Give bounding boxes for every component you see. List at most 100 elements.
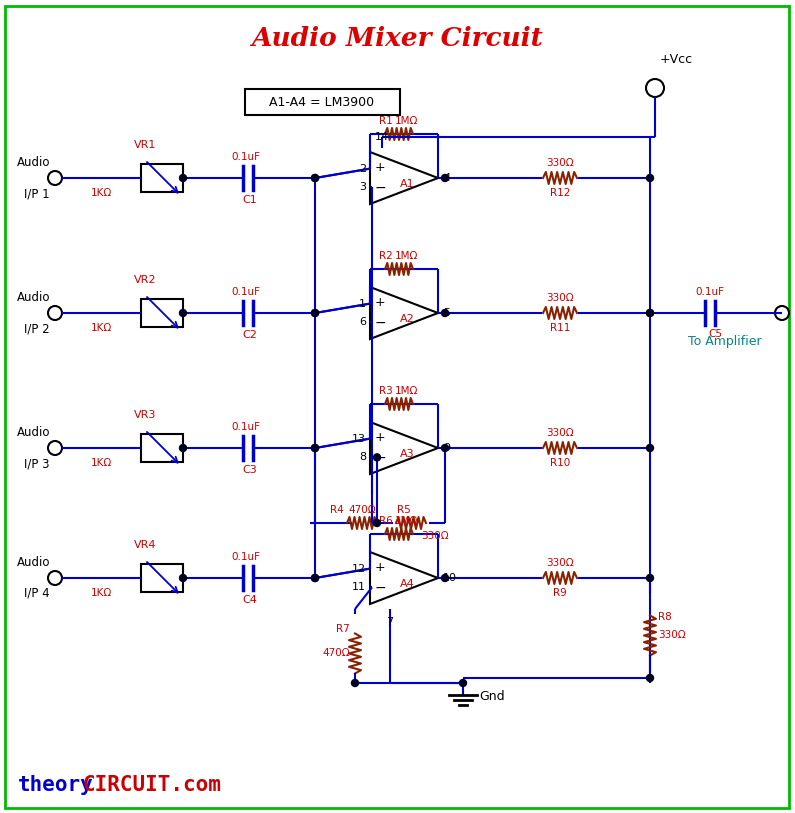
Text: VR4: VR4 [134, 540, 157, 550]
Bar [141, 164, 183, 192]
Circle shape [441, 575, 448, 581]
Circle shape [312, 575, 319, 581]
Text: 11: 11 [352, 582, 366, 593]
Circle shape [441, 310, 448, 316]
Circle shape [312, 445, 319, 451]
Text: VR2: VR2 [134, 275, 157, 285]
Circle shape [646, 575, 653, 581]
Text: 330Ω: 330Ω [658, 631, 685, 641]
Text: R8: R8 [658, 612, 672, 623]
Text: 4: 4 [443, 173, 450, 183]
Text: −: − [374, 315, 386, 329]
Text: 1KΩ: 1KΩ [91, 188, 112, 198]
Circle shape [646, 175, 653, 181]
Text: 8: 8 [359, 452, 366, 463]
Text: C3: C3 [242, 465, 258, 475]
Text: C5: C5 [708, 329, 722, 339]
Text: 1KΩ: 1KΩ [91, 323, 112, 333]
Text: 9: 9 [443, 443, 450, 453]
Text: R10: R10 [550, 458, 570, 468]
Text: C1: C1 [242, 195, 258, 205]
Text: A1: A1 [400, 179, 415, 189]
Text: Audio: Audio [17, 291, 50, 304]
Text: A4: A4 [400, 579, 415, 589]
Text: 1MΩ: 1MΩ [394, 116, 417, 126]
Circle shape [180, 310, 187, 316]
Text: 0.1uF: 0.1uF [231, 552, 261, 562]
Text: 1KΩ: 1KΩ [91, 458, 112, 468]
Text: 13: 13 [352, 433, 366, 444]
Text: −: − [374, 580, 386, 594]
Text: R7: R7 [336, 624, 350, 634]
Circle shape [312, 575, 319, 581]
Text: 1MΩ: 1MΩ [394, 516, 417, 526]
Bar [245, 89, 400, 115]
Circle shape [312, 310, 319, 316]
Text: 470Ω: 470Ω [323, 649, 350, 659]
Text: R1: R1 [379, 116, 393, 126]
Text: 14: 14 [375, 132, 389, 142]
Text: A2: A2 [400, 314, 415, 324]
Text: 6: 6 [359, 317, 366, 328]
Text: 1MΩ: 1MΩ [394, 251, 417, 261]
Text: −: − [374, 450, 386, 464]
Text: 2: 2 [359, 163, 366, 174]
Text: R11: R11 [550, 323, 570, 333]
Circle shape [374, 454, 381, 461]
Text: +: + [374, 561, 386, 574]
Text: 1: 1 [359, 298, 366, 309]
Text: Gnd: Gnd [479, 690, 505, 703]
Text: VR1: VR1 [134, 140, 157, 150]
Text: 470Ω: 470Ω [348, 505, 376, 515]
Text: CIRCUIT.com: CIRCUIT.com [82, 775, 221, 795]
Circle shape [312, 310, 319, 316]
Circle shape [351, 680, 359, 686]
Circle shape [312, 445, 319, 451]
Circle shape [374, 520, 381, 527]
Text: I/P 1: I/P 1 [25, 187, 50, 200]
Text: 330Ω: 330Ω [546, 293, 574, 303]
Circle shape [441, 445, 448, 451]
Circle shape [312, 175, 319, 181]
Text: To Amplifier: To Amplifier [688, 335, 762, 348]
Text: +Vcc: +Vcc [660, 53, 693, 66]
Text: A1-A4 = LM3900: A1-A4 = LM3900 [270, 95, 374, 108]
Text: 12: 12 [352, 563, 366, 574]
Circle shape [180, 445, 187, 451]
Text: 1MΩ: 1MΩ [394, 386, 417, 396]
Text: 330Ω: 330Ω [546, 158, 574, 168]
Circle shape [646, 445, 653, 451]
Text: Audio: Audio [17, 156, 50, 169]
Text: R3: R3 [379, 386, 393, 396]
Circle shape [646, 675, 653, 681]
Text: R12: R12 [550, 188, 570, 198]
Text: 0.1uF: 0.1uF [231, 152, 261, 162]
Text: A3: A3 [400, 449, 415, 459]
Circle shape [460, 680, 467, 686]
Text: R4: R4 [330, 505, 344, 515]
Text: 330Ω: 330Ω [421, 531, 448, 541]
Text: 0.1uF: 0.1uF [231, 422, 261, 432]
Bar [141, 299, 183, 327]
Text: Audio Mixer Circuit: Audio Mixer Circuit [251, 25, 543, 50]
Circle shape [180, 175, 187, 181]
Text: R9: R9 [553, 588, 567, 598]
Text: Audio: Audio [17, 556, 50, 569]
Circle shape [312, 175, 319, 181]
Circle shape [180, 575, 187, 581]
Text: R2: R2 [379, 251, 393, 261]
Text: 330Ω: 330Ω [546, 428, 574, 438]
Text: Audio: Audio [17, 426, 50, 439]
Text: 7: 7 [386, 617, 394, 627]
Text: −: − [374, 180, 386, 194]
Text: 0.1uF: 0.1uF [696, 287, 724, 297]
Text: C4: C4 [242, 595, 258, 605]
Circle shape [646, 310, 653, 316]
Text: +: + [374, 431, 386, 444]
Text: 5: 5 [443, 308, 450, 318]
Text: R5: R5 [397, 505, 411, 515]
Text: +: + [374, 296, 386, 309]
Text: theory: theory [18, 775, 94, 795]
Text: I/P 2: I/P 2 [25, 322, 50, 335]
Circle shape [646, 310, 653, 316]
